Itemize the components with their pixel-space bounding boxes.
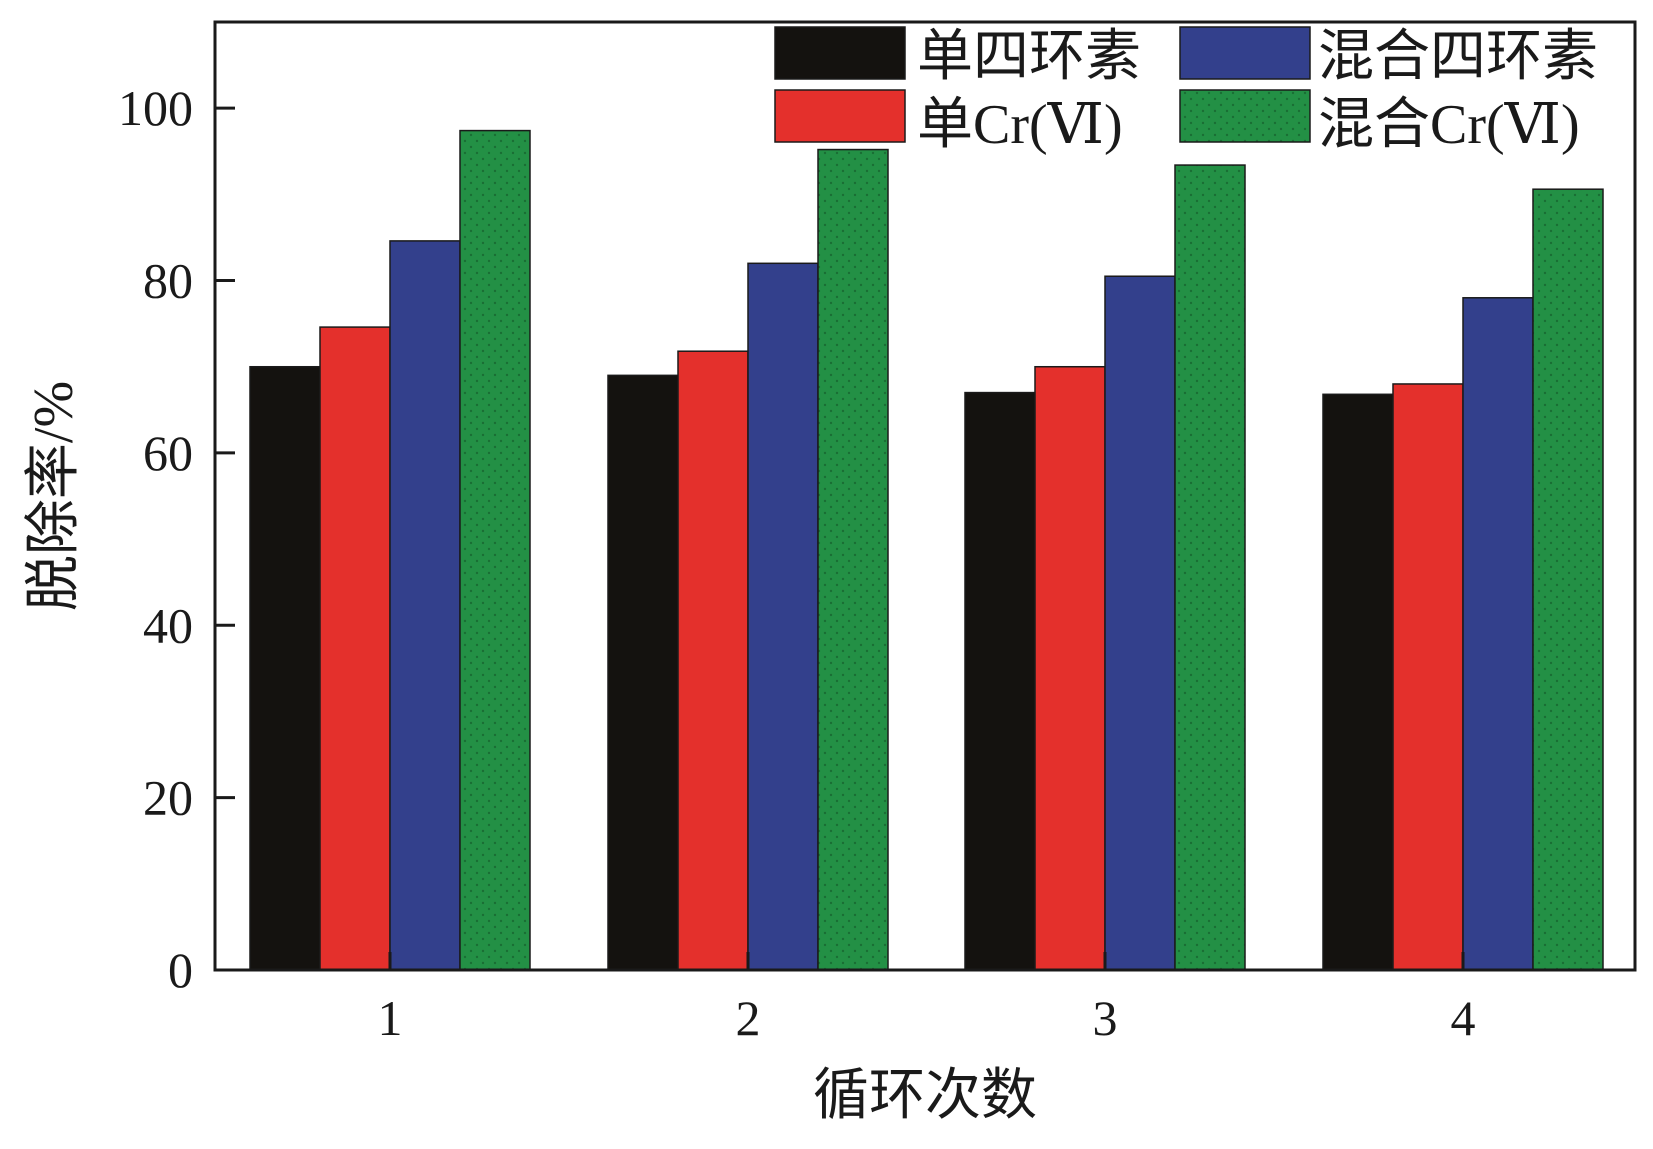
bar-cycle-1-series-4 [459, 129, 531, 971]
x-axis: 1 2 3 4 [378, 952, 1476, 1046]
bar-cycle-3-series-2 [1034, 365, 1106, 971]
y-tick-label: 100 [118, 80, 193, 136]
x-tick-label: 2 [736, 990, 761, 1046]
bar-cycle-1-series-3 [389, 240, 461, 971]
legend-swatch-series-1 [774, 26, 906, 80]
y-tick-label: 0 [168, 942, 193, 998]
bar-cycle-4-series-2 [1392, 383, 1464, 971]
bar-cycle-2-series-3 [747, 262, 819, 971]
bar-cycle-2-series-4 [817, 148, 889, 971]
bar-cycle-1-series-2 [319, 326, 391, 971]
bars-layer [249, 129, 1604, 971]
bar-cycle-1-series-1 [249, 365, 321, 971]
bar-cycle-4-series-4 [1532, 188, 1604, 971]
legend-label-series-2: 单Cr(Ⅵ) [917, 94, 1123, 156]
x-tick-label: 4 [1451, 990, 1476, 1046]
bar-cycle-2-series-1 [607, 374, 679, 971]
bar-cycle-3-series-1 [964, 391, 1036, 971]
legend-swatch-series-4 [1179, 89, 1311, 143]
legend-swatch-series-2 [774, 89, 906, 143]
plot-frame [213, 20, 1637, 972]
y-tick-label: 60 [143, 425, 193, 481]
bar-cycle-4-series-1 [1322, 393, 1394, 971]
bar-cycle-4-series-3 [1462, 297, 1534, 971]
bar-cycle-3-series-4 [1174, 164, 1246, 971]
y-axis-title: 脱除率/% [23, 381, 85, 611]
legend-label-series-3: 混合四环素 [1318, 26, 1598, 88]
bar-cycle-3-series-3 [1104, 275, 1176, 971]
x-axis-title: 循环次数 [813, 1065, 1037, 1127]
x-tick-label: 3 [1093, 990, 1118, 1046]
y-tick-label: 20 [143, 770, 193, 826]
x-tick-label: 1 [378, 990, 403, 1046]
legend-label-series-1: 单四环素 [917, 26, 1141, 88]
legend-swatch-series-3 [1179, 26, 1311, 80]
y-tick-label: 40 [143, 597, 193, 653]
y-axis: 0 20 40 60 80 100 [118, 80, 235, 998]
legend-label-series-4: 混合Cr(Ⅵ) [1318, 94, 1580, 156]
bar-cycle-2-series-2 [677, 350, 749, 971]
y-tick-label: 80 [143, 253, 193, 309]
